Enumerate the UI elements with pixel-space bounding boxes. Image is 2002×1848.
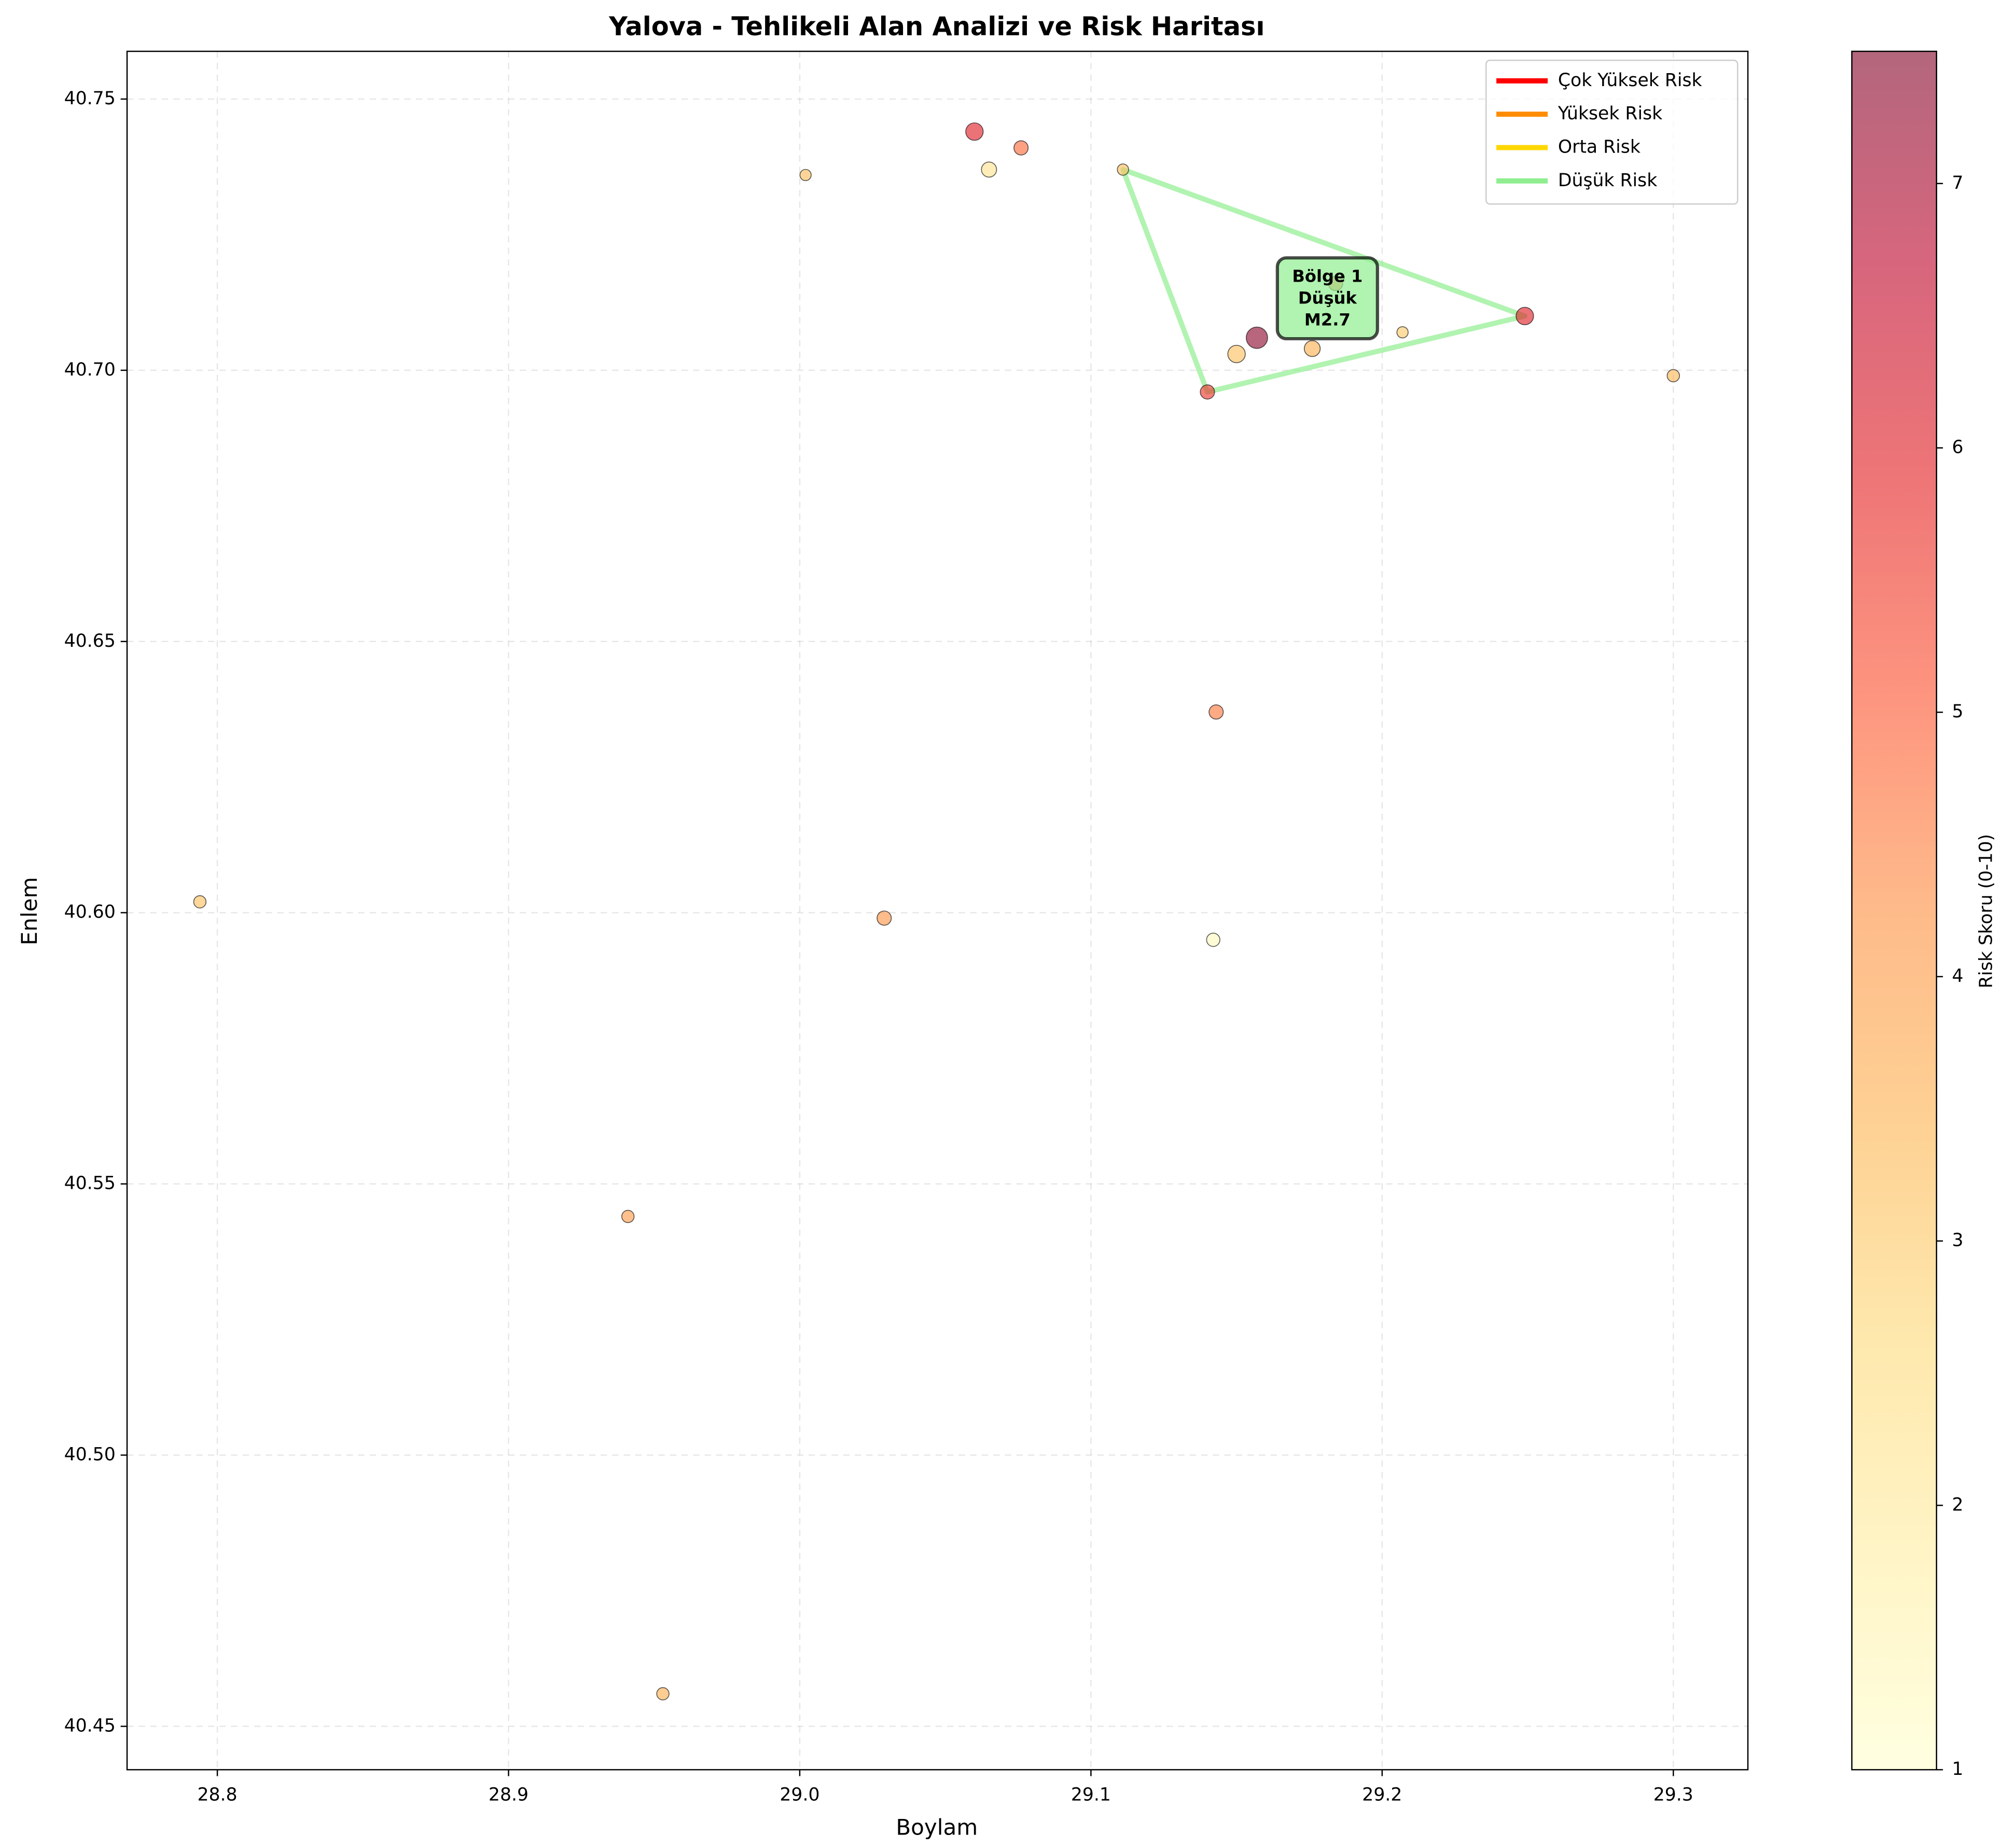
data-point [1200, 384, 1215, 400]
colorbar-tick-label: 6 [1952, 437, 1963, 458]
legend-label: Yüksek Risk [1558, 103, 1662, 124]
colorbar-tick-label: 4 [1952, 966, 1963, 986]
y-tick-label: 40.70 [64, 359, 116, 380]
risk-zone [1120, 167, 1527, 395]
y-tick-label: 40.60 [64, 902, 116, 923]
data-point [981, 161, 997, 178]
zone-label-box [1275, 256, 1379, 341]
x-tick-label: 28.8 [197, 1785, 237, 1805]
data-point [965, 122, 984, 141]
chart-title: Yalova - Tehlikeli Alan Analizi ve Risk … [608, 11, 1264, 41]
colorbar-label: Risk Skoru (0-10) [1976, 834, 1996, 989]
colorbar [1851, 50, 1938, 1771]
colorbar-tick-label: 2 [1952, 1494, 1963, 1515]
data-point [1516, 307, 1534, 325]
x-tick-label: 29.2 [1362, 1785, 1402, 1805]
y-tick-label: 40.50 [64, 1444, 116, 1465]
zone-label: Düşük [1298, 288, 1357, 308]
data-point [1396, 326, 1409, 339]
data-point [1208, 704, 1224, 720]
legend-label: Çok Yüksek Risk [1558, 70, 1702, 91]
colorbar-tick-label: 7 [1952, 173, 1963, 193]
plot-frame [126, 50, 1749, 1771]
legend-box [1485, 60, 1739, 205]
colorbar-tick-label: 1 [1952, 1759, 1963, 1780]
legend-label: Orta Risk [1558, 137, 1640, 158]
x-axis-label: Boylam [896, 1814, 978, 1840]
data-point [1245, 326, 1268, 349]
colorbar-tick-label: 3 [1952, 1230, 1963, 1251]
colorbar-tick-label: 5 [1952, 701, 1963, 722]
x-tick-label: 29.1 [1071, 1785, 1111, 1805]
y-tick-label: 40.75 [64, 88, 116, 109]
y-tick-label: 40.55 [64, 1173, 116, 1194]
x-tick-label: 29.0 [780, 1785, 819, 1805]
data-point [799, 169, 812, 182]
data-point [1227, 344, 1246, 364]
data-point [621, 1210, 635, 1224]
data-point [1013, 140, 1029, 156]
data-point [877, 910, 892, 926]
y-axis-label: Enlem [17, 877, 42, 946]
x-tick-label: 28.9 [489, 1785, 529, 1805]
zone-label: M2.7 [1304, 310, 1351, 329]
data-point [193, 895, 207, 909]
y-tick-label: 40.65 [64, 631, 116, 651]
data-point [656, 1687, 670, 1701]
x-tick-label: 29.3 [1653, 1785, 1693, 1805]
data-point [1206, 933, 1220, 947]
y-tick-label: 40.45 [64, 1715, 116, 1736]
zone-label: Bölge 1 [1292, 266, 1363, 286]
data-point [1666, 369, 1680, 383]
legend-label: Düşük Risk [1558, 170, 1657, 191]
data-point [1117, 163, 1129, 176]
data-point [1303, 340, 1321, 357]
